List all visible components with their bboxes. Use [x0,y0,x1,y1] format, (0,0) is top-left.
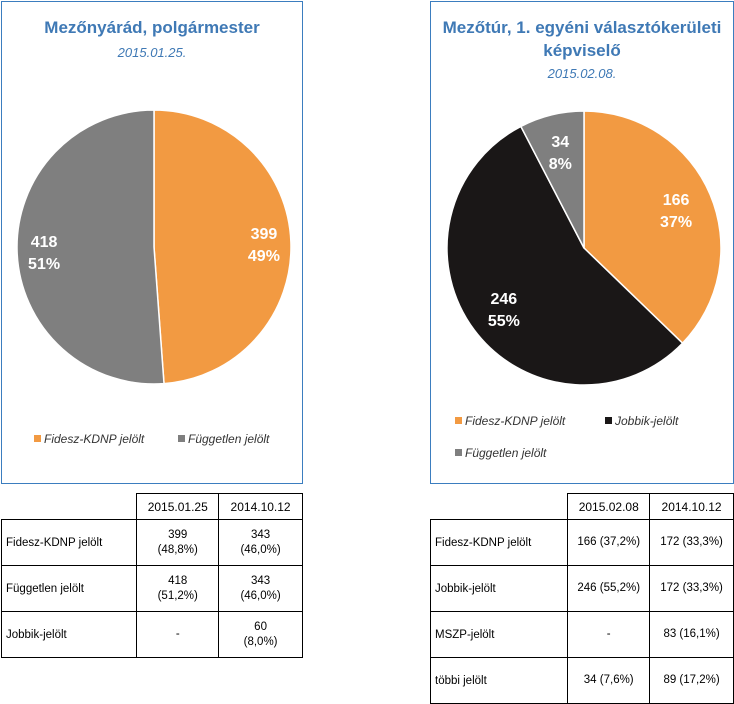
table-row: Fidesz-KDNP jelölt 399 (48,8%) 343 (46,0%) [0,519,303,566]
legend-label: Fidesz-KDNP jelölt [465,414,566,428]
slice-percent-label: 8% [549,156,572,173]
legend-swatch [178,435,185,443]
pie-slice-2 [446,125,684,386]
results-table-mezotur: 2015.02.08 2014.10.12 Fidesz-KDNP jelölt… [429,493,734,704]
cell-value: 343 [250,528,271,541]
table-cell: 399 (48,8%) [136,519,220,566]
table-cell: 343 (46,0%) [218,519,303,566]
chart-subtitle: 2015.02.08. [547,66,617,81]
legend-item-jobbik: Jobbik-jelölt [605,414,678,428]
pie-chart-mezonyarad: 399 49% 418 51% [16,109,292,385]
legend-swatch [455,417,462,425]
pie-slice-2 [16,109,165,385]
table-cell: 343 (46,0%) [218,565,303,612]
column-header: 2015.01.25 [136,493,220,520]
chart-panel-mezotur: Mezőtúr, 1. egyéni választókerületi képv… [430,1,734,484]
table-cell: 172 (33,3%) [649,519,734,566]
column-header: 2014.10.12 [649,493,734,520]
row-label: MSZP-jelölt [429,611,569,658]
table-cell: - [567,611,651,658]
table-cell: 89 (17,2%) [649,657,734,704]
row-label: többi jelölt [429,657,569,704]
slice-percent-label: 37% [660,214,692,231]
row-label: Jobbik-jelölt [0,611,138,658]
chart-title: Mezőtúr, 1. egyéni választókerületi képv… [442,18,722,60]
table-cell: - [136,611,220,658]
legend-label: Jobbik-jelölt [615,414,679,428]
legend-item-fidesz: Fidesz-KDNP jelölt [455,414,565,428]
legend-item-fuggetlen: Független jelölt [455,446,546,460]
cell-value: 418 [168,574,188,587]
pie-chart-mezotur: 166 37% 246 55% 34 8% [446,110,722,386]
table-row: MSZP-jelölt - 83 (16,1%) [429,611,734,658]
column-header: 2015.02.08 [567,493,651,520]
chart-subtitle: 2015.01.25. [117,45,187,60]
cell-percent: (46,0%) [240,589,281,602]
table-row: Jobbik-jelölt 246 (55,2%) 172 (33,3%) [429,565,734,612]
cell-value: - [175,628,180,640]
slice-value-label: 246 [490,291,517,308]
table-row: többi jelölt 34 (7,6%) 89 (17,2%) [429,657,734,704]
pie-slice-1 [583,110,722,345]
cell-value: 60 [254,620,267,633]
cell-percent: (48,8%) [157,543,198,556]
chart-panel-mezonyarad: Mezőnyárád, polgármester 2015.01.25. 399… [1,1,303,484]
legend-label: Független jelölt [188,432,270,446]
cell-value: 399 [168,528,188,541]
cell-value: 343 [250,574,271,587]
slice-value-label: 34 [551,134,569,151]
table-cell: 172 (33,3%) [649,565,734,612]
table-row: Független jelölt 418 (51,2%) 343 (46,0%) [0,565,303,612]
table-corner [431,494,568,520]
legend-item-fidesz: Fidesz-KDNP jelölt [34,432,144,446]
cell-percent: (46,0%) [240,543,281,556]
table-cell: 246 (55,2%) [567,565,651,612]
results-table-mezonyarad: 2015.01.25 2014.10.12 Fidesz-KDNP jelölt… [0,493,303,658]
slice-percent-label: 51% [28,256,60,273]
row-label: Jobbik-jelölt [429,565,569,612]
legend-item-fuggetlen: Független jelölt [178,432,269,446]
chart-title: Mezőnyárád, polgármester [44,18,260,37]
legend-swatch [34,435,41,443]
legend-label: Fidesz-KDNP jelölt [44,432,145,446]
column-header: 2014.10.12 [218,493,303,520]
pie-slice-3 [519,110,585,249]
cell-percent: (8,0%) [243,635,278,648]
table-row: Jobbik-jelölt - 60 (8,0%) [0,611,303,658]
slice-percent-label: 55% [488,313,520,330]
table-cell: 83 (16,1%) [649,611,734,658]
table-cell: 418 (51,2%) [136,565,220,612]
legend-swatch [605,417,612,425]
legend-label: Független jelölt [465,446,547,460]
table-cell: 60 (8,0%) [218,611,303,658]
pie-slice-1 [153,109,292,385]
legend-swatch [455,449,462,457]
row-label: Fidesz-KDNP jelölt [429,519,569,566]
slice-value-label: 399 [251,226,278,243]
slice-value-label: 166 [663,192,690,209]
slice-value-label: 418 [31,234,58,251]
slice-percent-label: 49% [248,248,280,265]
table-cell: 34 (7,6%) [567,657,651,704]
row-label: Független jelölt [0,565,138,612]
table-row: Fidesz-KDNP jelölt 166 (37,2%) 172 (33,3… [429,519,734,566]
row-label: Fidesz-KDNP jelölt [0,519,138,566]
table-cell: 166 (37,2%) [567,519,651,566]
table-corner [2,494,137,520]
cell-percent: (51,2%) [157,589,198,602]
